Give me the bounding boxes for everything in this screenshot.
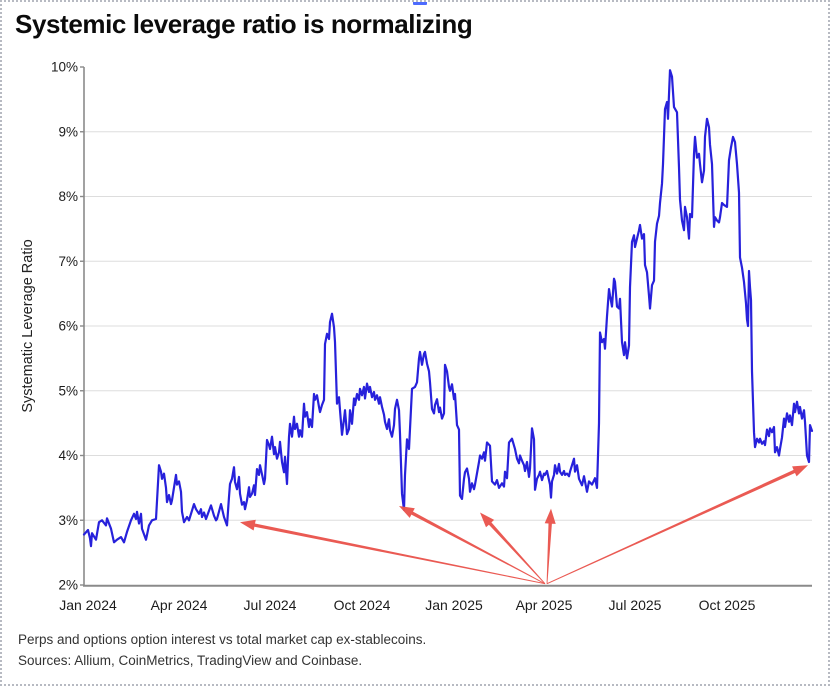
x-tick-label: Jul 2025 (609, 597, 662, 613)
y-axis-title: Systematic Leverage Ratio (20, 239, 36, 412)
chart-sources: Sources: Allium, CoinMetrics, TradingVie… (18, 653, 363, 668)
x-tick-label: Oct 2025 (699, 597, 756, 613)
y-tick-label: 7% (58, 254, 78, 269)
y-tick-label: 5% (58, 383, 78, 398)
y-tick-label: 8% (58, 189, 78, 204)
chart-subtitle: Perps and options option interest vs tot… (18, 632, 427, 647)
x-tick-label: Oct 2024 (334, 597, 391, 613)
x-tick-label: Jul 2024 (244, 597, 297, 613)
y-tick-label: 10% (51, 60, 78, 75)
leverage-line-series (82, 69, 814, 548)
annotation-arrow (399, 506, 546, 585)
x-tick-label: Jan 2025 (425, 597, 483, 613)
y-tick-label: 4% (58, 448, 78, 463)
leverage-ratio-chart: 2% 3% 4% 5% 6% 7% 8% 9% 10% Jan 2024 Apr 2024 Jul 2… (20, 60, 814, 613)
y-tick-label: 2% (58, 578, 78, 593)
x-tick-label: Apr 2024 (151, 597, 208, 613)
page-title: Systemic leverage ratio is normalizing (15, 9, 473, 39)
y-tick-label: 6% (58, 319, 78, 334)
annotation-arrow (240, 519, 546, 585)
annotation-arrow (480, 512, 546, 584)
selection-handle (413, 2, 427, 5)
y-tick-label: 3% (58, 513, 78, 528)
x-tick-label: Jan 2024 (59, 597, 117, 613)
annotation-arrow (546, 465, 808, 585)
annotation-arrow (544, 508, 556, 584)
x-tick-label: Apr 2025 (516, 597, 573, 613)
y-tick-label: 9% (58, 124, 78, 139)
